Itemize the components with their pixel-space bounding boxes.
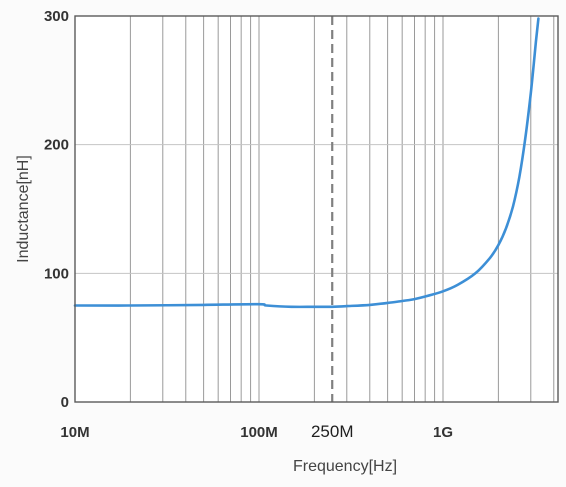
y-axis-label: Inductance[nH] bbox=[15, 155, 32, 263]
x-axis-label: Frequency[Hz] bbox=[293, 458, 397, 475]
y-tick-label: 300 bbox=[44, 8, 69, 25]
y-tick-label: 200 bbox=[44, 137, 69, 154]
y-tick-label: 0 bbox=[61, 394, 69, 411]
marker-label: 250M bbox=[311, 422, 354, 441]
horizontal-gridlines bbox=[75, 144, 558, 274]
x-tick-label: 1G bbox=[433, 424, 453, 441]
y-tick-label: 100 bbox=[44, 265, 69, 282]
x-tick-label: 100M bbox=[240, 424, 278, 441]
x-tick-labels: 10M 100M 1G bbox=[60, 424, 453, 441]
inductance-curve bbox=[73, 17, 540, 309]
y-tick-labels: 0 100 200 300 bbox=[44, 8, 69, 411]
series-group bbox=[73, 17, 540, 309]
x-tick-label: 10M bbox=[60, 424, 89, 441]
plot-area bbox=[75, 16, 558, 402]
plot-frame bbox=[74, 15, 559, 403]
vertical-gridlines bbox=[129, 16, 555, 402]
